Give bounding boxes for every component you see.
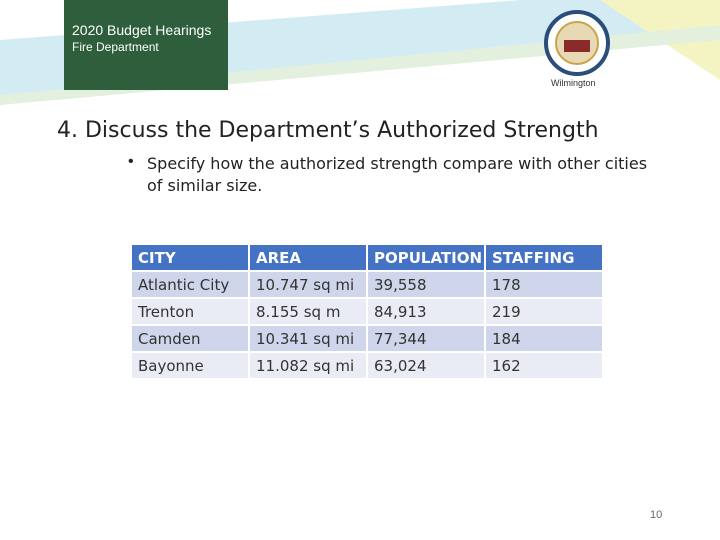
cell: 162: [486, 353, 602, 378]
cell: 184: [486, 326, 602, 351]
cell: Atlantic City: [132, 272, 248, 297]
table-row: Atlantic City 10.747 sq mi 39,558 178: [132, 272, 602, 297]
header-subtitle: Fire Department: [72, 40, 159, 54]
cell: 84,913: [368, 299, 484, 324]
cell: 11.082 sq mi: [250, 353, 366, 378]
header-cell: AREA: [250, 245, 366, 270]
cell: 8.155 sq m: [250, 299, 366, 324]
cell: 39,558: [368, 272, 484, 297]
logo-caption: Wilmington: [551, 78, 596, 88]
cell: 10.341 sq mi: [250, 326, 366, 351]
header-cell: STAFFING: [486, 245, 602, 270]
cell: Camden: [132, 326, 248, 351]
cell: 219: [486, 299, 602, 324]
cell: 178: [486, 272, 602, 297]
cell: Trenton: [132, 299, 248, 324]
cell: 10.747 sq mi: [250, 272, 366, 297]
header-row: CITY AREA POPULATION STAFFING: [132, 245, 602, 270]
cell: Bayonne: [132, 353, 248, 378]
page-number: 10: [650, 509, 663, 521]
table-row: Trenton 8.155 sq m 84,913 219: [132, 299, 602, 324]
heading: 4. Discuss the Department’s Authorized S…: [57, 118, 599, 143]
bullet: Specify how the authorized strength comp…: [147, 154, 648, 195]
header-title: 2020 Budget Hearings: [72, 22, 212, 38]
cell: 63,024: [368, 353, 484, 378]
table-row: Bayonne 11.082 sq mi 63,024 162: [132, 353, 602, 378]
table-row: Camden 10.341 sq mi 77,344 184: [132, 326, 602, 351]
header-cell: CITY: [132, 245, 248, 270]
table: CITY AREA POPULATION STAFFING Atlantic City 1…: [130, 243, 604, 380]
header-cell: POPULATION: [368, 245, 484, 270]
cell: 77,344: [368, 326, 484, 351]
